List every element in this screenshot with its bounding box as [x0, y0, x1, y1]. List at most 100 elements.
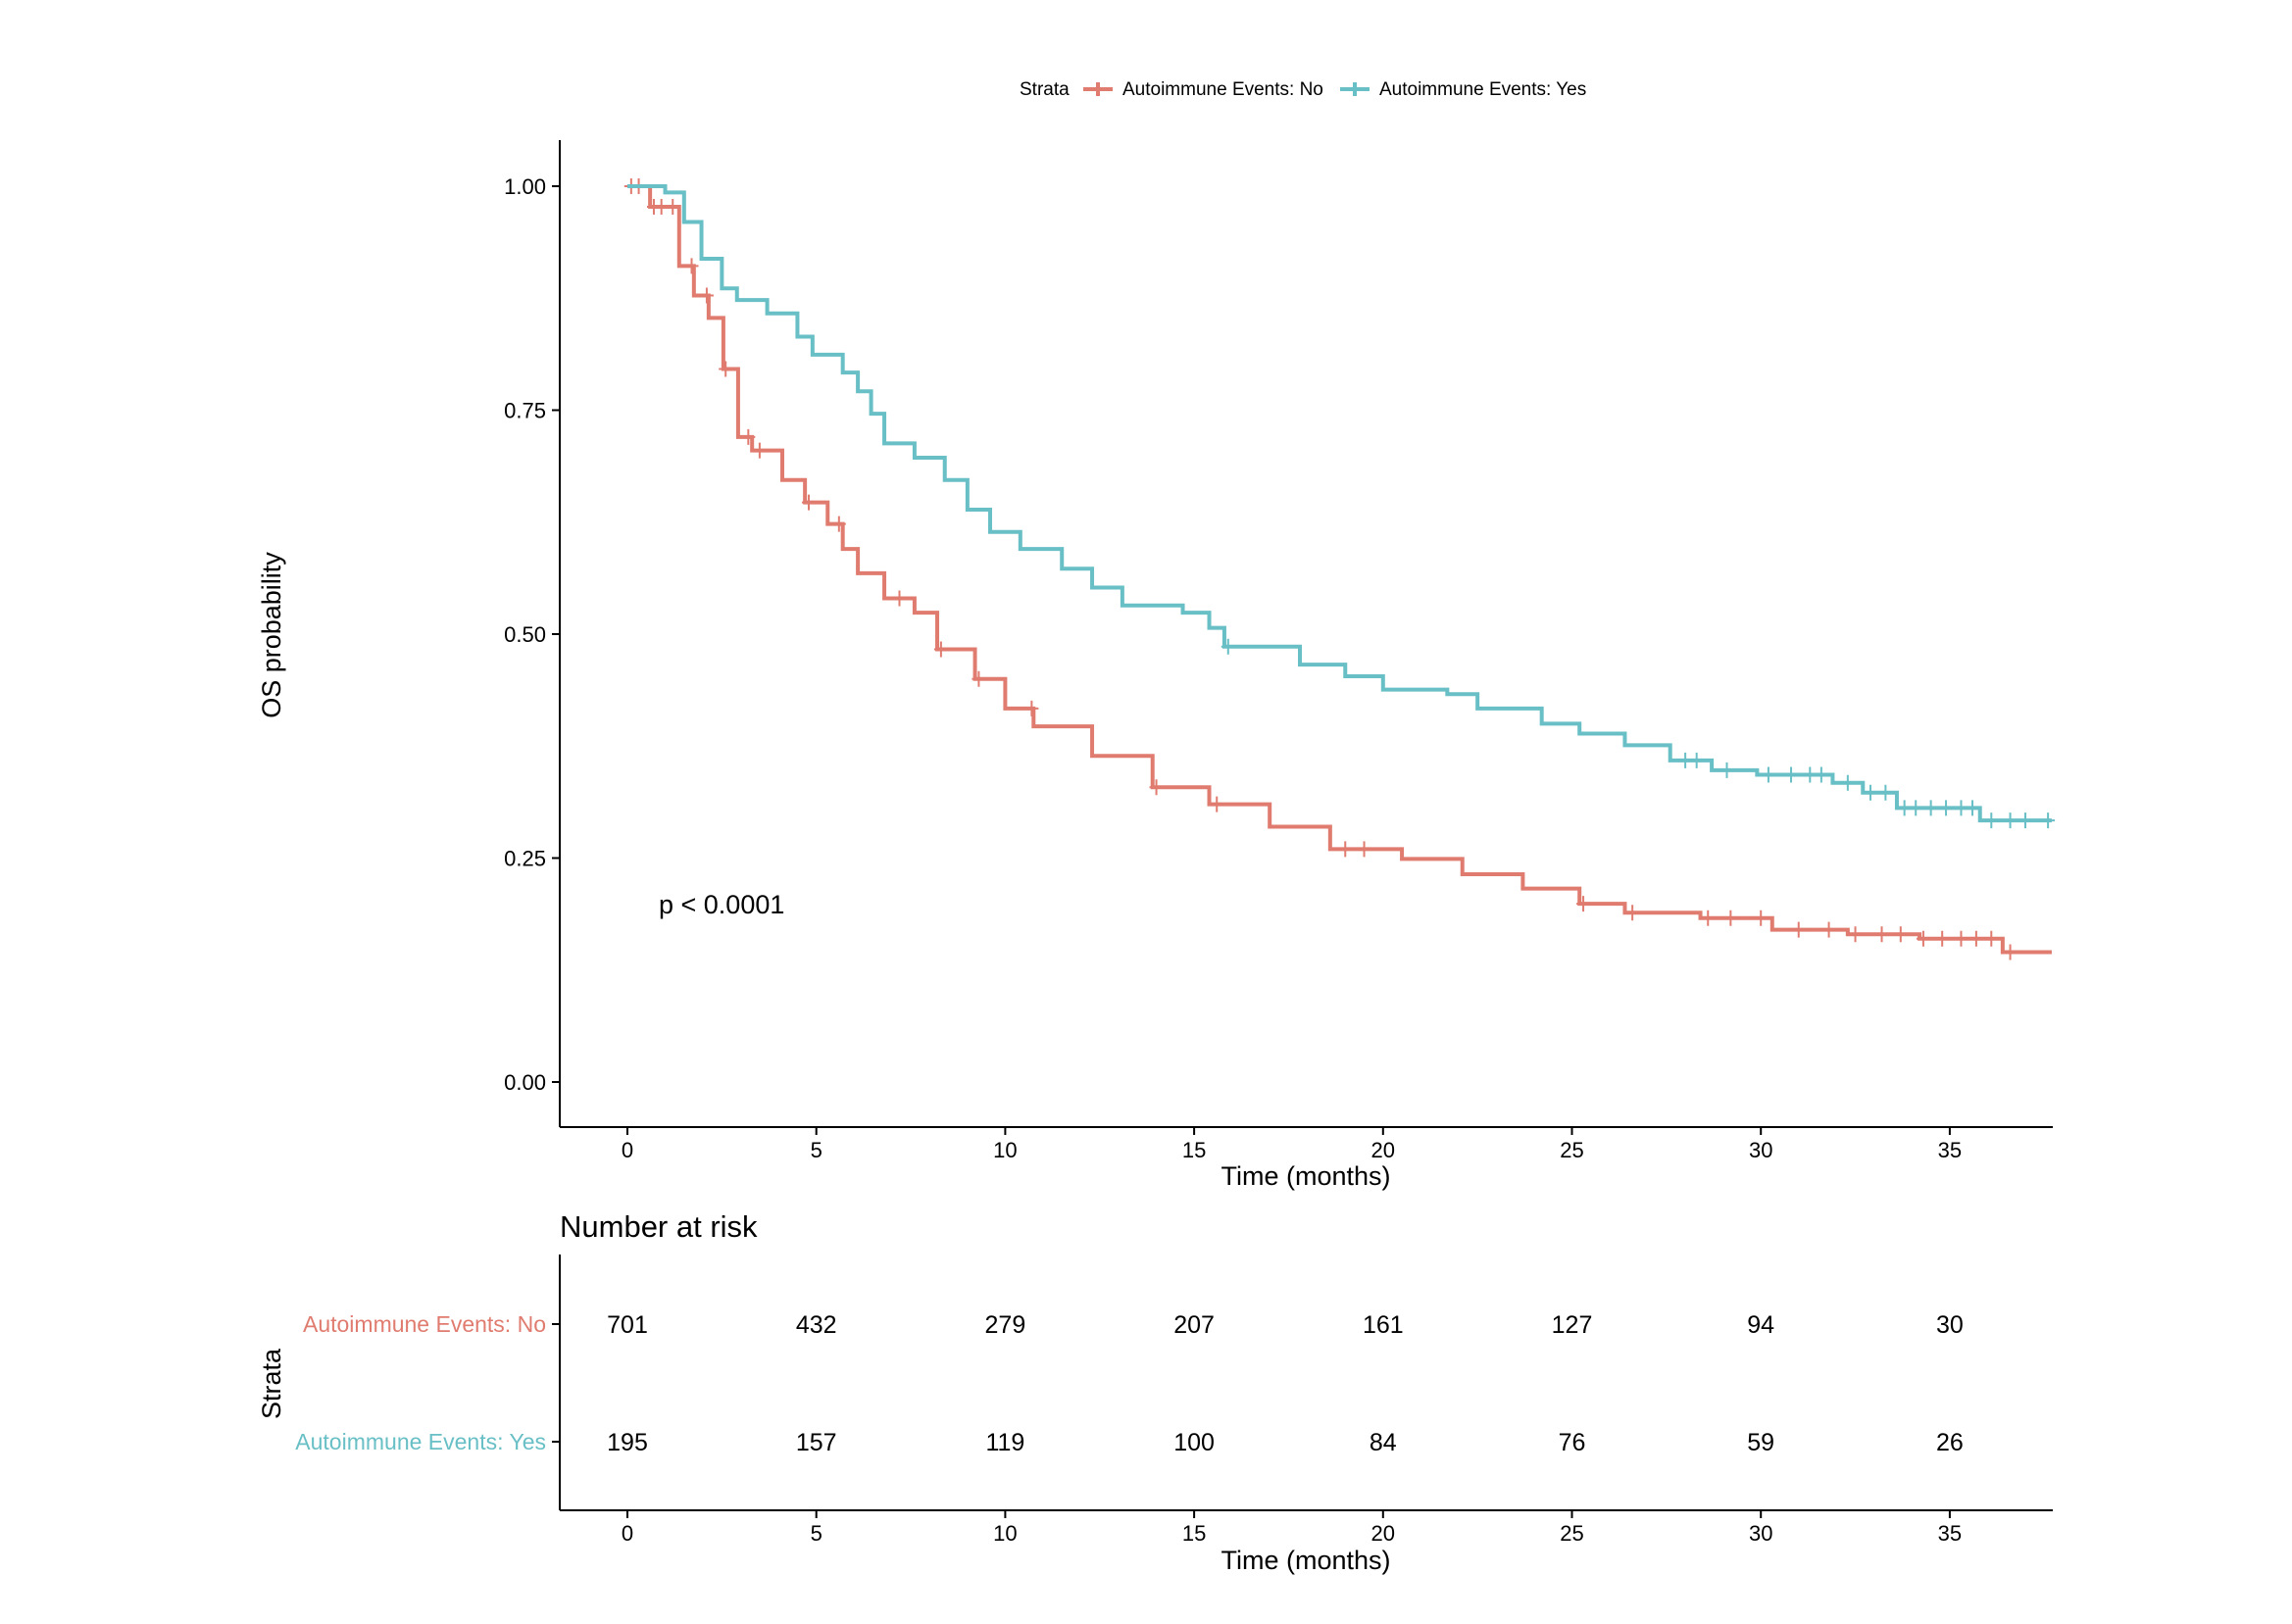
censor-mark — [1954, 930, 1968, 947]
censor-mark — [752, 442, 767, 459]
x-tick-label: 15 — [1182, 1138, 1206, 1162]
risk-count: 59 — [1747, 1429, 1774, 1456]
censor-mark — [1923, 800, 1938, 816]
x-tick-label: 0 — [622, 1138, 633, 1162]
risk-x-tick-label: 5 — [811, 1521, 822, 1546]
legend-title: Strata — [1020, 79, 1070, 100]
risk-count: 119 — [985, 1429, 1024, 1456]
risk-count: 161 — [1363, 1311, 1404, 1339]
x-tick-label: 10 — [993, 1138, 1017, 1162]
km-curve-no — [627, 184, 2052, 955]
risk-count: 100 — [1173, 1429, 1215, 1456]
censor-mark — [719, 361, 733, 377]
risk-count: 195 — [607, 1429, 648, 1456]
risk-table-y-label: Strata — [257, 1348, 286, 1419]
risk-row-label: Autoimmune Events: No — [303, 1311, 546, 1337]
censor-mark — [1210, 796, 1224, 812]
risk-table-x-label: Time (months) — [1221, 1546, 1390, 1575]
y-tick-label: 0.00 — [504, 1070, 546, 1095]
censor-mark — [1821, 921, 1836, 938]
censor-mark — [1840, 774, 1855, 791]
censor-mark — [1221, 638, 1235, 655]
censor-mark — [684, 258, 699, 274]
censor-mark — [741, 428, 756, 445]
x-tick-label: 20 — [1371, 1138, 1395, 1162]
risk-x-tick-label: 0 — [622, 1521, 633, 1546]
censor-mark — [1939, 800, 1954, 816]
legend-label: Autoimmune Events: No — [1122, 79, 1323, 100]
y-tick-label: 0.75 — [504, 399, 546, 423]
censor-mark — [2003, 944, 2018, 960]
risk-count: 279 — [985, 1311, 1026, 1339]
censor-mark — [972, 670, 986, 687]
censor-mark — [1576, 896, 1591, 912]
main-plot: 0.00 0.25 0.50 0.75 1.00 0 5 10 15 20 25 30 35 — [504, 140, 2056, 1162]
censor-mark — [1689, 752, 1704, 768]
risk-table: Autoimmune Events: No 701 432 279 207 161 127 9… — [295, 1255, 2053, 1546]
censor-mark — [1625, 905, 1640, 921]
risk-count: 26 — [1936, 1429, 1964, 1456]
censor-mark — [1916, 930, 1930, 947]
x-tick-label: 25 — [1560, 1138, 1583, 1162]
censor-mark — [1968, 930, 1983, 947]
censor-mark — [1024, 700, 1039, 716]
censor-mark — [666, 199, 680, 216]
censor-mark — [1878, 784, 1893, 801]
censor-mark — [1863, 784, 1877, 801]
risk-count: 76 — [1559, 1429, 1586, 1456]
censor-mark — [1935, 930, 1950, 947]
censor-mark — [933, 641, 948, 658]
y-tick-label: 0.25 — [504, 847, 546, 871]
censor-mark — [1701, 910, 1716, 926]
censor-mark — [1984, 930, 1999, 947]
y-tick-label: 0.50 — [504, 622, 546, 647]
risk-count: 127 — [1552, 1311, 1593, 1339]
x-axis-label: Time (months) — [1221, 1161, 1390, 1191]
x-tick-label: 5 — [811, 1138, 822, 1162]
risk-count: 157 — [796, 1429, 837, 1456]
censor-mark — [1723, 910, 1738, 926]
legend: Strata Autoimmune Events: No Autoimmune E… — [1020, 79, 1586, 100]
censor-mark — [1719, 762, 1734, 778]
risk-x-tick-label: 15 — [1182, 1521, 1206, 1546]
legend-key-no — [1083, 82, 1113, 96]
censor-mark — [1848, 926, 1863, 943]
km-curve-yes — [627, 184, 2052, 823]
risk-x-tick-label: 35 — [1938, 1521, 1962, 1546]
risk-count: 207 — [1173, 1311, 1215, 1339]
risk-x-tick-label: 10 — [993, 1521, 1017, 1546]
censor-mark — [1791, 921, 1806, 938]
risk-row-label: Autoimmune Events: Yes — [295, 1429, 546, 1454]
censor-mark — [2003, 812, 2018, 829]
legend-key-yes — [1340, 82, 1370, 96]
risk-x-tick-label: 20 — [1371, 1521, 1395, 1546]
x-tick-label: 30 — [1749, 1138, 1772, 1162]
risk-count: 701 — [607, 1311, 648, 1339]
y-axis-label: OS probability — [257, 552, 286, 718]
censor-mark — [699, 287, 714, 304]
censor-mark — [1357, 841, 1371, 858]
censor-mark — [801, 494, 816, 511]
censor-mark — [892, 590, 907, 607]
censor-mark — [1814, 766, 1828, 783]
risk-x-tick-label: 30 — [1749, 1521, 1772, 1546]
censor-mark — [1761, 766, 1775, 783]
censor-mark — [1338, 841, 1353, 858]
risk-count: 84 — [1370, 1429, 1397, 1456]
censor-mark — [831, 516, 846, 532]
risk-count: 30 — [1936, 1311, 1964, 1339]
x-tick-label: 35 — [1938, 1138, 1962, 1162]
y-tick-label: 1.00 — [504, 174, 546, 199]
censor-mark — [2018, 812, 2032, 829]
censor-mark — [1149, 779, 1164, 796]
risk-x-tick-label: 25 — [1560, 1521, 1583, 1546]
censor-mark — [1754, 910, 1769, 926]
censor-mark — [1966, 800, 1980, 816]
risk-table-title: Number at risk — [560, 1209, 758, 1244]
censor-mark — [2041, 812, 2056, 829]
censor-mark — [1909, 800, 1923, 816]
censor-mark — [1893, 926, 1908, 943]
censor-mark — [1874, 926, 1889, 943]
risk-count: 432 — [796, 1311, 837, 1339]
